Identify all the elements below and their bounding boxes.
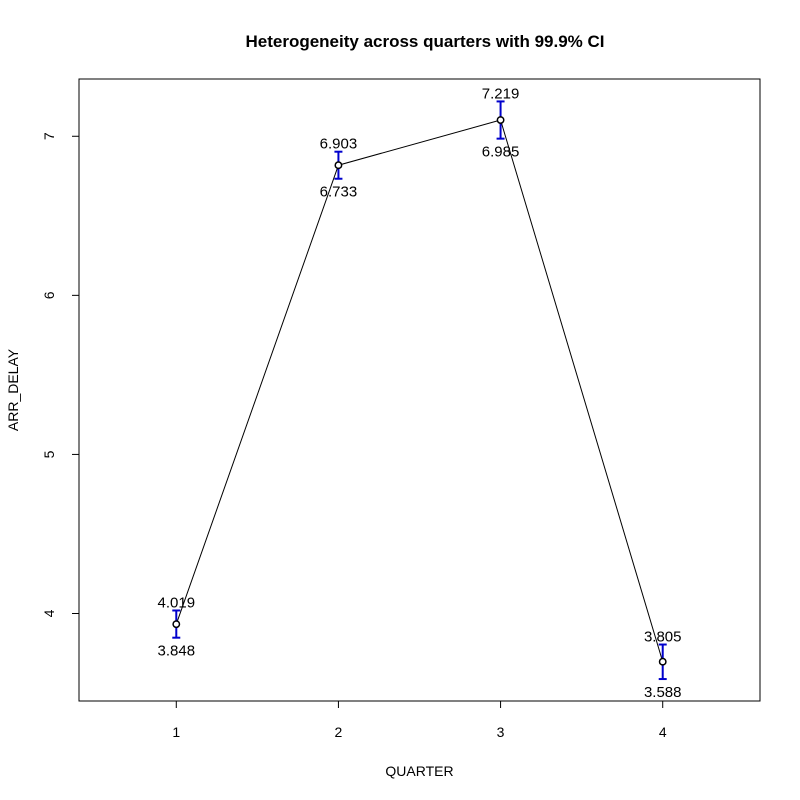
ci-upper-label: 3.805 xyxy=(644,629,682,646)
points xyxy=(172,116,667,666)
ci-lower-label: 3.848 xyxy=(158,643,196,660)
x-tick-label: 3 xyxy=(497,724,505,740)
y-tick-label: 7 xyxy=(41,132,57,140)
x-axis-label: QUARTER xyxy=(385,763,453,779)
x-tick-label: 4 xyxy=(659,724,667,740)
ci-lower-label: 6.733 xyxy=(320,184,358,201)
chart-title: Heterogeneity across quarters with 99.9%… xyxy=(245,32,604,51)
ci-lower-label: 6.985 xyxy=(482,144,520,161)
data-labels: 4.019 3.848 6.903 6.733 7.219 6.985 3.805 3.588 xyxy=(158,85,682,701)
x-axis: 1 2 3 4 xyxy=(172,701,667,740)
data-point xyxy=(496,116,505,124)
y-tick-label: 5 xyxy=(41,450,57,458)
ci-lower-label: 3.588 xyxy=(644,684,682,701)
error-bars xyxy=(172,100,667,681)
ci-upper-label: 4.019 xyxy=(158,594,196,611)
series-line xyxy=(175,119,664,662)
y-axis: 4 5 6 7 xyxy=(41,132,79,617)
ci-upper-label: 6.903 xyxy=(320,136,358,153)
data-point xyxy=(334,161,343,170)
x-tick-label: 2 xyxy=(335,724,343,740)
y-tick-label: 6 xyxy=(41,291,57,299)
y-tick-label: 4 xyxy=(41,609,57,617)
data-point xyxy=(658,657,667,666)
x-tick-label: 1 xyxy=(172,724,180,740)
series-line-group xyxy=(175,119,664,662)
data-point xyxy=(172,620,181,629)
ci-upper-label: 7.219 xyxy=(482,85,520,102)
plot-frame xyxy=(78,78,761,702)
y-axis-label: ARR_DELAY xyxy=(5,348,21,431)
